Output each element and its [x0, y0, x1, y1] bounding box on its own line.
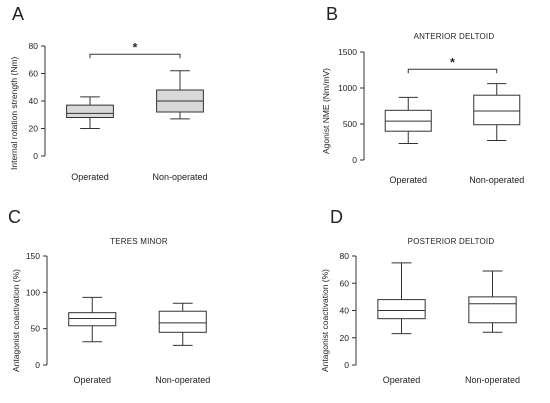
- significance-star: *: [133, 40, 138, 54]
- box: [468, 296, 517, 324]
- y-tick-label: 20: [29, 124, 39, 134]
- y-tick-label: 0: [344, 360, 349, 370]
- panel-letter: C: [8, 207, 21, 227]
- significance-star: *: [450, 55, 455, 69]
- y-tick-label: 60: [29, 69, 39, 79]
- box: [68, 312, 117, 327]
- chart-title: ANTERIOR DELTOID: [413, 32, 495, 41]
- y-axis-label: Antagonist coactivation (%): [320, 269, 330, 372]
- x-category-label: Non-operated: [465, 375, 520, 385]
- panel-letter: D: [330, 207, 343, 227]
- chart-title: TERES MINOR: [110, 237, 168, 246]
- box: [158, 310, 207, 333]
- panel-letter: A: [12, 4, 25, 24]
- x-category-label: Non-operated: [155, 375, 210, 385]
- y-tick-label: 500: [343, 119, 357, 129]
- y-tick-label: 40: [29, 96, 39, 106]
- box: [473, 94, 521, 126]
- chart-b: 0 500 1000 1500 Operated Non-operated *: [338, 47, 524, 185]
- y-tick-label: 60: [340, 278, 350, 288]
- x-category-label: Non-operated: [469, 175, 524, 185]
- panel-b: B ANTERIOR DELTOID Agonist NME (Nm/mV) 0…: [275, 0, 550, 200]
- y-tick-label: 1000: [338, 83, 357, 93]
- y-axis-label: Antagonist coactivation (%): [11, 269, 21, 372]
- y-tick-label: 80: [340, 251, 350, 261]
- panel-a: A Internal rotation strength (Nm) 0 20 40 6…: [0, 0, 275, 200]
- y-tick-label: 150: [26, 251, 40, 261]
- y-tick-label: 100: [26, 287, 40, 297]
- panel-c: C TERES MINOR Antagonist coactivation (%…: [0, 200, 275, 403]
- y-tick-label: 20: [340, 333, 350, 343]
- x-category-label: Operated: [389, 175, 427, 185]
- chart-d: 0 20 40 60 80 Operated Non-operated: [340, 251, 520, 385]
- y-tick-label: 0: [352, 155, 357, 165]
- chart-c: 0 50 100 150 Operated Non-operated: [26, 251, 210, 385]
- panel-d: D POSTERIOR DELTOID Antagonist coactivat…: [275, 200, 550, 403]
- box: [66, 104, 114, 118]
- y-tick-label: 0: [33, 151, 38, 161]
- x-category-label: Operated: [71, 172, 109, 182]
- y-tick-label: 0: [35, 360, 40, 370]
- y-tick-label: 80: [29, 41, 39, 51]
- chart-a: 0 20 40 60 80 Operated Non-operated *: [29, 40, 208, 182]
- panel-letter: B: [326, 4, 339, 24]
- box: [377, 299, 426, 320]
- y-tick-label: 40: [340, 306, 350, 316]
- y-tick-label: 50: [31, 324, 41, 334]
- significance-bracket: [89, 53, 181, 59]
- x-category-label: Operated: [73, 375, 111, 385]
- chart-title: POSTERIOR DELTOID: [407, 237, 495, 246]
- y-axis-label: Agonist NME (Nm/mV): [321, 68, 331, 154]
- significance-bracket: [407, 68, 498, 74]
- y-axis-label: Internal rotation strength (Nm): [9, 56, 19, 170]
- y-tick-label: 1500: [338, 47, 357, 57]
- x-category-label: Operated: [383, 375, 421, 385]
- x-category-label: Non-operated: [152, 172, 207, 182]
